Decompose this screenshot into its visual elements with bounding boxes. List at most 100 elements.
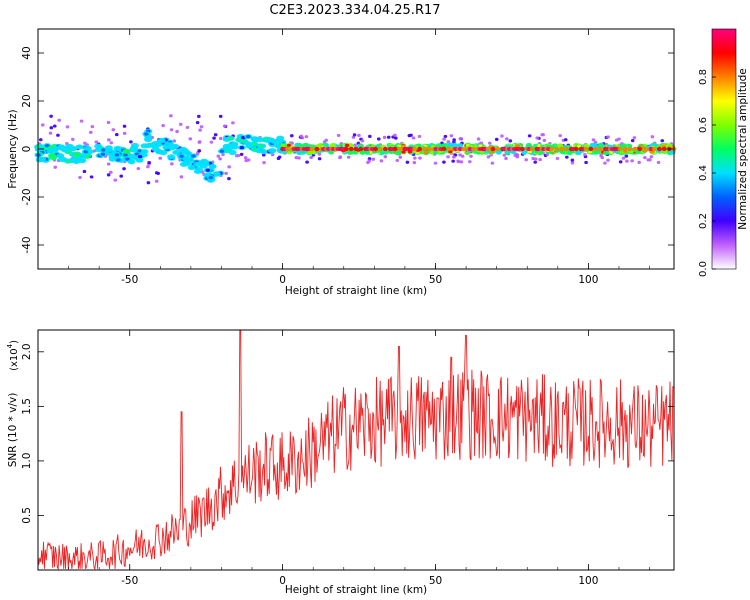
spectral-blob xyxy=(368,134,372,139)
spectral-blob xyxy=(353,146,359,152)
spectral-blob xyxy=(89,175,94,179)
spectral-blob xyxy=(79,119,84,123)
spectral-blob xyxy=(452,155,456,159)
spectral-blob xyxy=(393,133,397,137)
spectral-blob xyxy=(449,134,454,138)
spectral-blob xyxy=(618,160,623,164)
spectral-blob xyxy=(78,175,82,180)
y-tick-label: 0 xyxy=(21,146,33,153)
spectral-blob xyxy=(426,146,432,152)
spectral-blob xyxy=(559,146,564,152)
spectral-blob xyxy=(630,159,634,163)
spectral-blob xyxy=(191,154,196,158)
spectral-blob xyxy=(205,168,211,172)
spectral-blob xyxy=(508,139,513,143)
spectral-blob xyxy=(524,158,528,162)
spectral-blob xyxy=(175,129,179,134)
spectral-blob xyxy=(398,155,403,159)
spectral-blob xyxy=(515,153,520,157)
spectral-blob xyxy=(227,165,231,169)
spectral-blob xyxy=(241,136,246,140)
spectral-blob xyxy=(77,145,82,149)
spectral-blob xyxy=(442,160,446,164)
spectral-blob xyxy=(382,146,388,152)
spectral-blob xyxy=(90,124,95,129)
spectral-blob xyxy=(661,146,667,152)
spectral-blob xyxy=(216,154,221,158)
spectral-blob xyxy=(108,170,113,174)
spectral-blob xyxy=(116,158,121,162)
spectral-blob xyxy=(603,161,607,165)
spectral-blob xyxy=(212,136,216,140)
spectral-blob xyxy=(158,156,163,160)
spectral-blob xyxy=(178,122,183,126)
spectral-blob xyxy=(227,177,231,181)
spectral-blob xyxy=(457,144,463,148)
spectral-blob xyxy=(592,144,598,148)
spectral-blob xyxy=(488,141,492,145)
spectral-blob xyxy=(554,146,559,152)
spectral-blob xyxy=(459,160,464,164)
spectral-blob xyxy=(305,160,309,164)
y-tick-label: 40 xyxy=(21,46,33,59)
spectral-blob xyxy=(494,137,499,142)
spectral-blob xyxy=(336,133,341,138)
spectral-blob xyxy=(94,143,103,149)
spectral-blob xyxy=(198,128,202,132)
spectral-blob xyxy=(314,146,320,152)
spectral-blob xyxy=(600,155,605,160)
spectral-blob xyxy=(100,152,106,156)
spectral-blob xyxy=(322,140,327,144)
spectral-blob xyxy=(588,146,594,152)
spectral-blob xyxy=(53,165,58,169)
spectral-blob xyxy=(218,136,223,141)
spectral-blob xyxy=(107,138,111,142)
spectral-blob xyxy=(170,162,174,166)
spectral-blob xyxy=(174,150,179,155)
spectral-blob xyxy=(650,135,655,139)
spectral-blob xyxy=(230,142,239,148)
spectral-blob xyxy=(114,153,120,157)
spectral-blob xyxy=(348,149,355,155)
spectral-blob xyxy=(502,153,507,157)
spectral-blob xyxy=(179,154,184,158)
spectral-blob xyxy=(197,140,202,144)
spectral-blob xyxy=(504,156,508,161)
spectral-blob xyxy=(187,165,196,171)
spectral-blob xyxy=(394,136,398,140)
spectral-blob xyxy=(40,123,45,127)
spectral-blob xyxy=(144,132,149,136)
spectral-blob xyxy=(78,153,87,159)
spectral-blob xyxy=(371,157,376,161)
spectral-blob xyxy=(458,137,463,141)
spectral-blob xyxy=(637,160,641,164)
spectral-blob xyxy=(106,120,111,125)
spectral-blob xyxy=(617,146,623,152)
spectral-blob xyxy=(49,126,54,130)
colorbar-ticks: 0.0 0.2 0.4 0.6 0.8 xyxy=(698,69,716,277)
spectral-blob xyxy=(652,146,657,152)
spectral-blob xyxy=(549,146,555,152)
spectral-blob xyxy=(495,146,501,152)
y-tick-label: -20 xyxy=(21,188,33,205)
snr-scale-prefix: (x10 xyxy=(9,348,20,371)
spectral-blob xyxy=(59,157,68,163)
spectral-blob xyxy=(490,146,496,152)
colorbar-tick-label: 0.2 xyxy=(698,213,709,229)
snr-plot-area xyxy=(38,330,674,570)
x-tick-label: 50 xyxy=(429,274,442,286)
spectral-blob xyxy=(123,153,128,157)
snr-series-line xyxy=(37,329,674,571)
snr-scale-label: (x104) xyxy=(6,340,20,371)
spectral-blob xyxy=(533,157,538,161)
x-tick-label: -50 xyxy=(121,575,138,587)
spectral-blob xyxy=(656,146,662,152)
spectral-blob xyxy=(155,149,164,155)
spectral-blob xyxy=(114,132,119,137)
spectral-blob xyxy=(209,140,214,144)
spectral-blob xyxy=(666,143,673,149)
snr-ticks: -50 0 50 100 0.5 1.0 1.5 2.0 xyxy=(21,330,674,587)
spectral-blob xyxy=(500,134,504,138)
spectral-blob xyxy=(323,143,329,147)
